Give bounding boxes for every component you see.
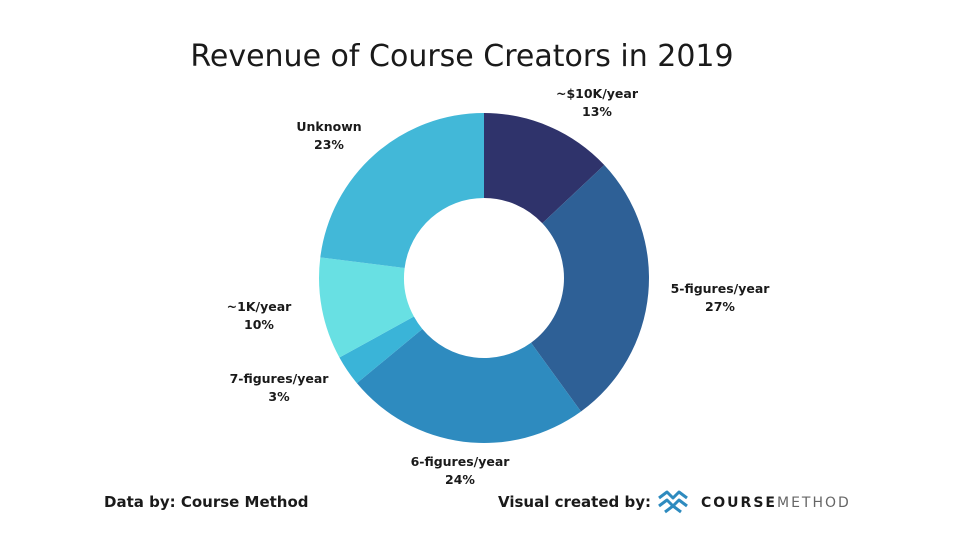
slice-label: ~1K/year	[227, 299, 292, 314]
chart-title: Revenue of Course Creators in 2019	[190, 39, 733, 74]
donut-slices	[319, 113, 649, 443]
course-method-logo: COURSEMETHOD	[658, 490, 851, 514]
donut-slice	[320, 113, 484, 268]
brand-name-bold: COURSE	[701, 495, 777, 511]
slice-label: 5-figures/year	[671, 281, 771, 296]
visual-credit: Visual created by:	[498, 493, 651, 511]
slice-label: 6-figures/year	[411, 454, 511, 469]
slice-label: Unknown	[296, 119, 361, 134]
logo-mark-icon	[658, 490, 688, 514]
donut-slice	[356, 328, 581, 443]
slice-percent-label: 27%	[705, 299, 735, 314]
donut-slice	[531, 165, 649, 412]
data-credit: Data by: Course Method	[104, 493, 309, 511]
slice-label: 7-figures/year	[230, 371, 330, 386]
slice-percent-label: 24%	[445, 472, 475, 487]
donut-slice	[484, 113, 605, 224]
donut-slice	[319, 257, 414, 358]
svg-text:COURSEMETHOD: COURSEMETHOD	[701, 495, 851, 511]
brand-name-light: METHOD	[777, 495, 851, 511]
slice-label: ~$10K/year	[556, 86, 639, 101]
slice-labels: ~$10K/year 13% 5-figures/year 27% 6-figures/…	[227, 86, 771, 487]
slice-percent-label: 13%	[582, 104, 612, 119]
slice-percent-label: 10%	[244, 317, 274, 332]
slice-percent-label: 23%	[314, 137, 344, 152]
slice-percent-label: 3%	[268, 389, 290, 404]
donut-slice	[339, 316, 423, 384]
